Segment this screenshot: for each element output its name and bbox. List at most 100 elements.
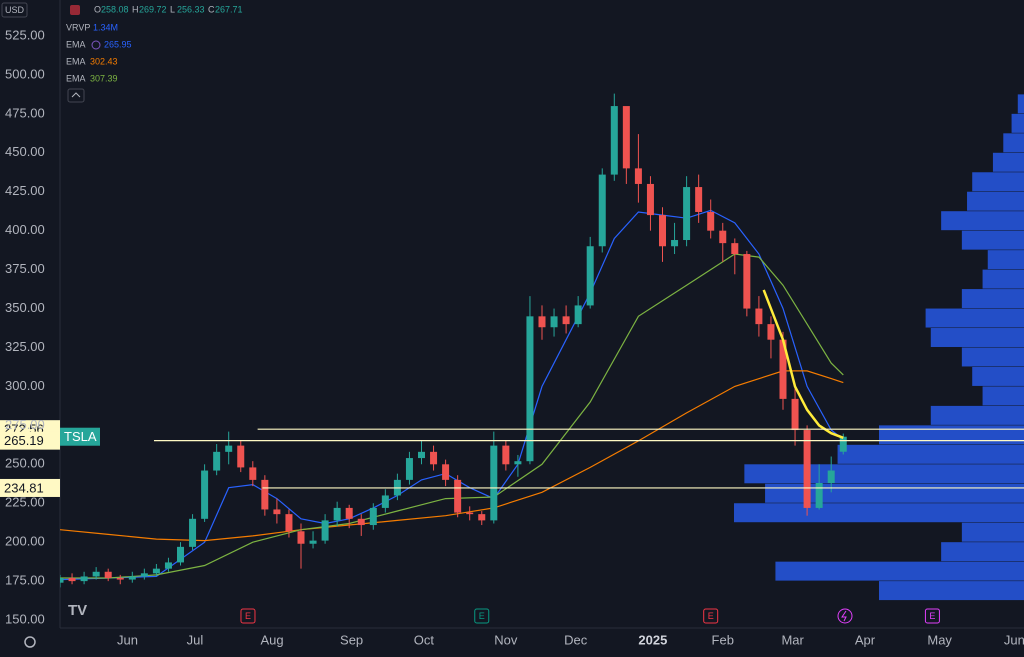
currency[interactable]: USD	[5, 5, 25, 15]
ohlc-value: 267.71	[215, 4, 243, 14]
candle-body	[550, 316, 558, 328]
candle-body	[779, 339, 787, 399]
symbol-tag-label: TSLA	[64, 429, 97, 444]
ema-line	[60, 253, 844, 579]
y-tick-label: 175.00	[5, 573, 45, 588]
collapse-button[interactable]	[67, 88, 85, 103]
candle-body	[68, 578, 76, 582]
indicator-value: 1.34M	[93, 22, 118, 32]
x-tick-label: Feb	[712, 632, 734, 647]
x-tick-label: Apr	[855, 632, 876, 647]
volume-profile-bar	[972, 366, 1024, 386]
symbol-tag	[60, 427, 100, 446]
y-tick-label: 325.00	[5, 339, 45, 354]
x-tick-label: Nov	[494, 632, 518, 647]
candle-body	[369, 507, 377, 526]
y-tick-label: 300.00	[5, 378, 45, 393]
volume-profile-bar	[1011, 113, 1024, 133]
y-tick-label: 450.00	[5, 144, 45, 159]
indicator-name: EMA	[66, 56, 86, 66]
collapse-icon	[71, 92, 81, 98]
candle-body	[574, 305, 582, 325]
candle-body	[659, 215, 666, 247]
candle-body	[297, 531, 305, 544]
candle-body	[610, 106, 618, 175]
volume-profile-bar	[879, 425, 1024, 445]
volume-profile-bar	[982, 269, 1024, 289]
candle-body	[213, 451, 221, 471]
currency-box[interactable]	[1, 2, 28, 18]
y-tick-label: 250.00	[5, 456, 45, 471]
candle-body	[60, 578, 64, 583]
ohlc-key: L	[170, 4, 175, 14]
volume-profile-bar	[837, 444, 1024, 464]
y-tick-label: 275.00	[5, 417, 45, 432]
candle-body	[92, 571, 100, 577]
candle-body	[683, 187, 691, 241]
candle-body	[140, 573, 148, 577]
volume-profile-bar	[961, 230, 1024, 250]
ohlc-value: 256.33	[177, 4, 205, 14]
candle-body	[321, 520, 329, 541]
y-tick-label: 225.00	[5, 495, 45, 510]
event-label: E	[245, 611, 251, 621]
y-tick-label: 525.00	[5, 27, 45, 42]
candle-body	[454, 479, 462, 513]
candle-body	[225, 445, 233, 452]
logo: TV	[68, 602, 87, 619]
level-tag-label: 234.81	[4, 480, 44, 495]
indicator-name: EMA	[66, 73, 86, 83]
candle-body	[381, 495, 389, 508]
x-tick-label: Jun	[117, 632, 138, 647]
x-tick-label: Jul	[187, 632, 204, 647]
indicator-value: 307.39	[90, 73, 118, 83]
y-tick-label: 500.00	[5, 66, 45, 81]
volume-profile-bar	[1017, 94, 1024, 114]
candle-body	[562, 316, 570, 325]
candle-body	[201, 470, 209, 519]
candle-body	[430, 451, 438, 465]
y-tick-label: 150.00	[5, 611, 45, 626]
y-tick-label: 350.00	[5, 300, 45, 315]
candle-body	[671, 240, 679, 247]
candle-body	[152, 568, 160, 574]
candle-body	[261, 479, 269, 510]
candle-body	[827, 470, 835, 483]
candle-body	[707, 211, 715, 231]
candle-body	[116, 578, 124, 580]
volume-profile-bar	[879, 581, 1024, 601]
event-marker	[474, 608, 490, 624]
candle-body	[731, 243, 739, 255]
indicator-name: VRVP	[66, 22, 90, 32]
x-tick-label: 2025	[638, 632, 667, 647]
volume-profile-bar	[775, 561, 1024, 581]
candle-body	[285, 514, 293, 532]
ohlc-key: C	[208, 4, 215, 14]
volume-profile-bar	[1003, 133, 1024, 153]
dividend-bolt	[841, 610, 847, 622]
candle-body	[333, 507, 341, 521]
x-tick-label: Aug	[261, 632, 284, 647]
indicator-name: EMA	[66, 39, 86, 49]
candle-body	[743, 254, 751, 309]
candle-body	[128, 576, 136, 580]
event-marker	[703, 608, 719, 624]
volume-profile-bar	[744, 464, 1024, 484]
candle-body	[466, 512, 474, 515]
indicator-icon	[91, 40, 101, 50]
candle-body	[586, 246, 594, 306]
x-tick-label: Jun	[1004, 632, 1024, 647]
settings-icon[interactable]	[24, 636, 36, 648]
candle-body	[755, 308, 763, 325]
candle-body	[357, 518, 365, 526]
event-label: E	[479, 611, 485, 621]
candle-body	[405, 458, 413, 480]
candle-body	[309, 540, 317, 544]
candle-body	[719, 230, 727, 244]
level-tag-label: 265.19	[4, 433, 44, 448]
y-tick-label: 200.00	[5, 534, 45, 549]
event-marker	[240, 608, 256, 624]
event-marker	[924, 608, 940, 624]
